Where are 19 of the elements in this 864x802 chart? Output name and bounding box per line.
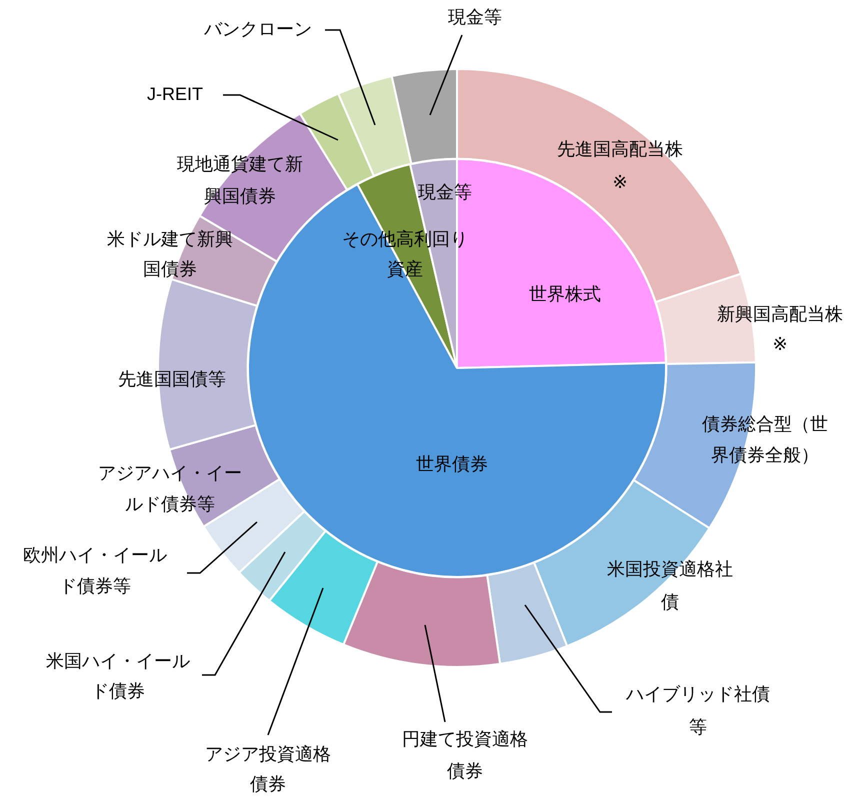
slice-label: 世界株式 xyxy=(529,284,601,304)
slice-label: 現地通貨建て新興国債券 xyxy=(177,154,303,206)
slice-label: 円建て投資適格債券 xyxy=(402,728,528,781)
slice-label: J-REIT xyxy=(147,84,203,104)
slice-label: 先進国国債等 xyxy=(118,368,226,389)
slice-label: 米国ハイ・イールド債券 xyxy=(46,650,190,701)
slice-label: 先進国高配当株※ xyxy=(557,138,683,192)
slice-label: アジアハイ・イールド債券等 xyxy=(98,462,242,514)
slice-label: 新興国高配当株※ xyxy=(717,304,843,354)
slice-label: 米ドル建て新興国債券 xyxy=(107,228,233,279)
slice-label: 現金等 xyxy=(448,6,502,27)
slice-label: 米国投資適格社債 xyxy=(607,558,733,612)
slice-label: アジア投資適格債券 xyxy=(205,744,331,794)
slice-label: バンクローン xyxy=(203,18,312,39)
slice-label: 世界債券 xyxy=(416,454,488,474)
slice-label: 債券総合型（世界債券全般） xyxy=(702,414,828,465)
slice-label: ハイブリッド社債等 xyxy=(625,684,770,737)
slice-label: 欧州ハイ・イールド債券等 xyxy=(23,544,167,596)
slice-label: 現金等 xyxy=(418,182,472,202)
